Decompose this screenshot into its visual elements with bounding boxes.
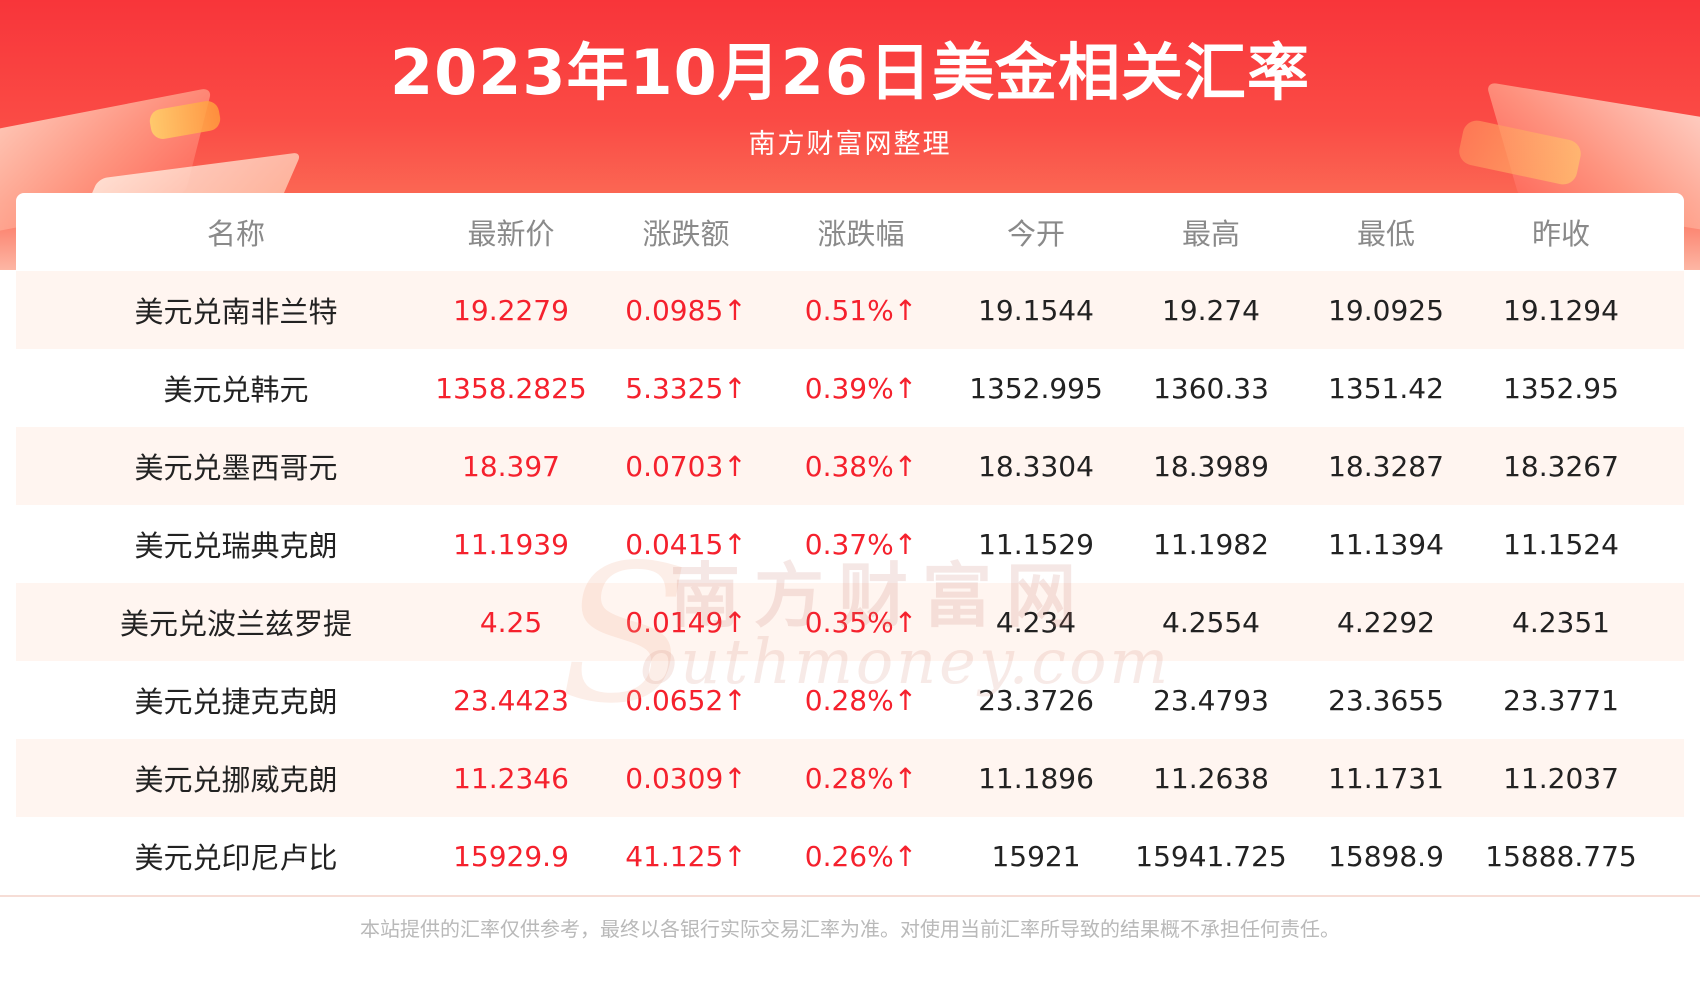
column-header: 涨跌额 xyxy=(642,217,730,251)
change-percent: 0.28%↑ xyxy=(804,761,918,795)
prev-close-price: 1352.95 xyxy=(1503,371,1619,405)
prev-close-price: 15888.775 xyxy=(1485,839,1637,873)
open-price: 19.1544 xyxy=(978,293,1094,327)
high-price: 23.4793 xyxy=(1153,683,1269,717)
open-price: 11.1529 xyxy=(978,527,1094,561)
table-row: 美元兑波兰兹罗提 4.25 0.0149↑ 0.35%↑ 4.234 4.255… xyxy=(16,583,1684,661)
prev-close-price: 23.3771 xyxy=(1503,683,1619,717)
latest-price: 4.25 xyxy=(479,605,543,639)
change-amount: 0.0985↑ xyxy=(625,293,747,327)
prev-close-price: 18.3267 xyxy=(1503,449,1619,483)
latest-price: 15929.9 xyxy=(453,839,569,873)
currency-pair-name: 美元兑挪威克朗 xyxy=(134,763,338,797)
change-amount: 0.0309↑ xyxy=(625,761,747,795)
change-percent: 0.28%↑ xyxy=(804,683,918,717)
prev-close-price: 19.1294 xyxy=(1503,293,1619,327)
currency-pair-name: 美元兑印尼卢比 xyxy=(134,841,338,875)
high-price: 15941.725 xyxy=(1135,839,1287,873)
change-percent: 0.37%↑ xyxy=(804,527,918,561)
currency-pair-name: 美元兑韩元 xyxy=(163,373,309,407)
currency-pair-name: 美元兑捷克克朗 xyxy=(134,685,338,719)
latest-price: 23.4423 xyxy=(453,683,569,717)
high-price: 19.274 xyxy=(1162,293,1260,327)
change-percent: 0.35%↑ xyxy=(804,605,918,639)
table-row: 美元兑印尼卢比 15929.9 41.125↑ 0.26%↑ 15921 159… xyxy=(16,817,1684,895)
currency-pair-name: 美元兑南非兰特 xyxy=(134,295,338,329)
open-price: 11.1896 xyxy=(978,761,1094,795)
column-header: 最高 xyxy=(1181,217,1240,251)
change-amount: 41.125↑ xyxy=(625,839,747,873)
change-percent: 0.51%↑ xyxy=(804,293,918,327)
high-price: 18.3989 xyxy=(1153,449,1269,483)
page-title: 2023年10月26日美金相关汇率 xyxy=(389,36,1311,109)
high-price: 4.2554 xyxy=(1162,605,1260,639)
change-amount: 0.0415↑ xyxy=(625,527,747,561)
latest-price: 19.2279 xyxy=(453,293,569,327)
change-amount: 5.3325↑ xyxy=(625,371,747,405)
low-price: 1351.42 xyxy=(1328,371,1444,405)
open-price: 18.3304 xyxy=(978,449,1094,483)
latest-price: 1358.2825 xyxy=(435,371,587,405)
change-percent: 0.26%↑ xyxy=(804,839,918,873)
prev-close-price: 11.1524 xyxy=(1503,527,1619,561)
open-price: 4.234 xyxy=(995,605,1077,639)
column-header: 昨收 xyxy=(1531,217,1590,251)
high-price: 11.2638 xyxy=(1153,761,1269,795)
table-row: 美元兑挪威克朗 11.2346 0.0309↑ 0.28%↑ 11.1896 1… xyxy=(16,739,1684,817)
latest-price: 18.397 xyxy=(462,449,560,483)
high-price: 11.1982 xyxy=(1153,527,1269,561)
change-amount: 0.0149↑ xyxy=(625,605,747,639)
table-row: 美元兑南非兰特 19.2279 0.0985↑ 0.51%↑ 19.1544 1… xyxy=(16,271,1684,349)
column-header: 最新价 xyxy=(467,217,555,251)
footer-divider xyxy=(0,895,1700,897)
rate-table: 名称 最新价 涨跌额 涨跌幅 今开 最高 最低 昨收 美元兑南非兰特 19.22… xyxy=(16,193,1684,895)
currency-pair-name: 美元兑波兰兹罗提 xyxy=(119,607,352,641)
column-header: 最低 xyxy=(1356,217,1415,251)
low-price: 11.1731 xyxy=(1328,761,1444,795)
low-price: 19.0925 xyxy=(1328,293,1444,327)
low-price: 23.3655 xyxy=(1328,683,1444,717)
table-row: 美元兑瑞典克朗 11.1939 0.0415↑ 0.37%↑ 11.1529 1… xyxy=(16,505,1684,583)
currency-pair-name: 美元兑瑞典克朗 xyxy=(134,529,338,563)
open-price: 15921 xyxy=(991,839,1081,873)
table-row: 美元兑墨西哥元 18.397 0.0703↑ 0.38%↑ 18.3304 18… xyxy=(16,427,1684,505)
table-row: 美元兑韩元 1358.2825 5.3325↑ 0.39%↑ 1352.995 … xyxy=(16,349,1684,427)
table-header-row: 名称 最新价 涨跌额 涨跌幅 今开 最高 最低 昨收 xyxy=(16,193,1684,271)
column-header: 涨跌幅 xyxy=(817,217,905,251)
change-percent: 0.39%↑ xyxy=(804,371,918,405)
low-price: 18.3287 xyxy=(1328,449,1444,483)
low-price: 15898.9 xyxy=(1328,839,1444,873)
change-amount: 0.0703↑ xyxy=(625,449,747,483)
low-price: 4.2292 xyxy=(1337,605,1435,639)
table-row: 美元兑捷克克朗 23.4423 0.0652↑ 0.28%↑ 23.3726 2… xyxy=(16,661,1684,739)
change-percent: 0.38%↑ xyxy=(804,449,918,483)
latest-price: 11.2346 xyxy=(453,761,569,795)
change-amount: 0.0652↑ xyxy=(625,683,747,717)
latest-price: 11.1939 xyxy=(453,527,569,561)
footer-disclaimer: 本站提供的汇率仅供参考，最终以各银行实际交易汇率为准。对使用当前汇率所导致的结果… xyxy=(360,917,1340,941)
prev-close-price: 4.2351 xyxy=(1512,605,1610,639)
page-subtitle: 南方财富网整理 xyxy=(748,129,952,160)
open-price: 1352.995 xyxy=(969,371,1103,405)
column-header: 今开 xyxy=(1006,217,1065,251)
low-price: 11.1394 xyxy=(1328,527,1444,561)
open-price: 23.3726 xyxy=(978,683,1094,717)
prev-close-price: 11.2037 xyxy=(1503,761,1619,795)
column-header: 名称 xyxy=(206,217,265,251)
currency-pair-name: 美元兑墨西哥元 xyxy=(134,451,338,485)
high-price: 1360.33 xyxy=(1153,371,1269,405)
